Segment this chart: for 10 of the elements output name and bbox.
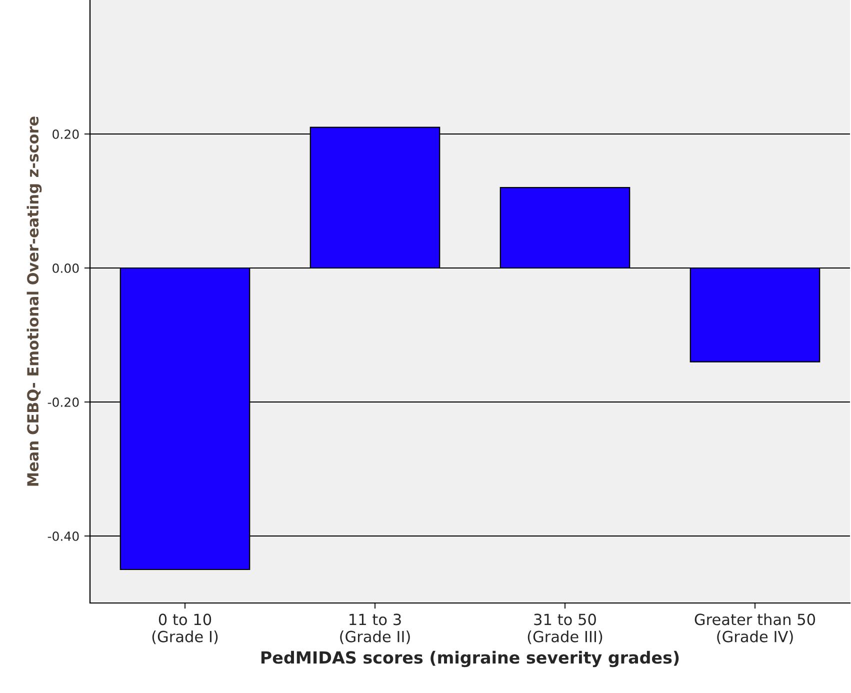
x-tick-label: 31 to 50 (Grade III) [528,614,602,644]
y-axis-title: Mean CEBQ- Emotional Over-eating z-score [26,116,42,486]
y-tick-label: 0.00 [52,263,79,273]
y-tick-label: -0.40 [48,531,79,541]
x-tick-label: Greater than 50 (Grade IV) [694,613,816,644]
x-axis-title: PedMIDAS scores (migraine severity grades) [261,650,679,668]
y-tick-label: -0.20 [48,397,79,407]
x-tick-label: 11 to 3 (Grade II) [340,614,410,644]
x-tick-label: 0 to 10 (Grade I) [152,614,218,644]
y-tick-label: 0.20 [52,129,79,139]
